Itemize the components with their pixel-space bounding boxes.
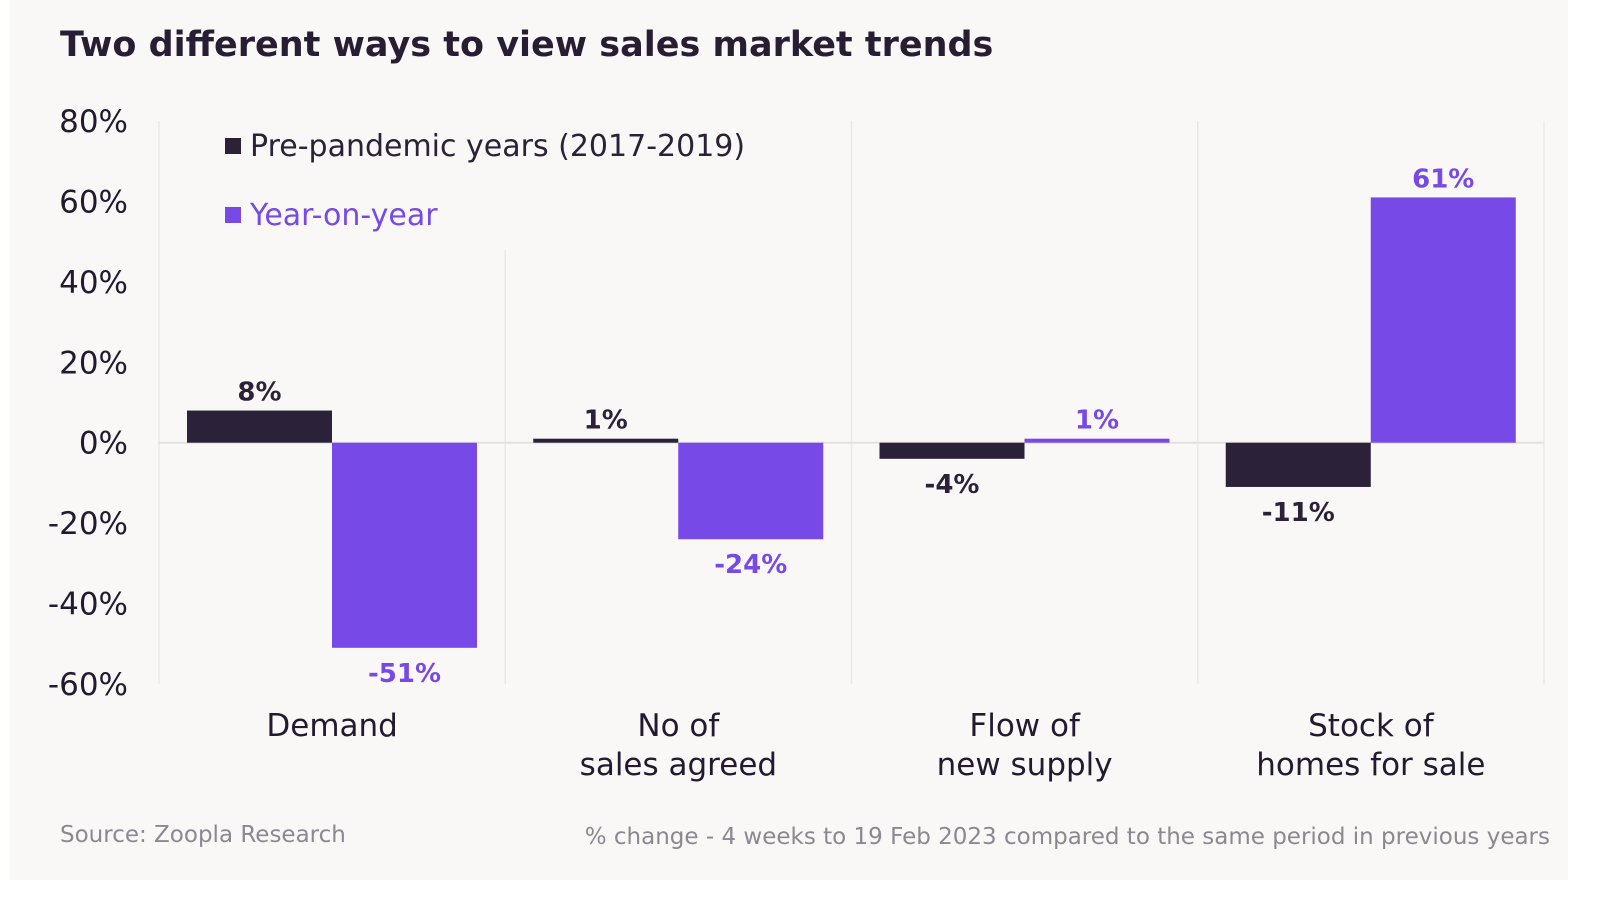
data-label: 1% <box>1075 406 1119 436</box>
y-tick-label: 80% <box>59 104 128 140</box>
y-tick-label: -20% <box>48 506 128 542</box>
y-tick-label: 20% <box>59 345 128 381</box>
bar <box>1024 438 1170 443</box>
data-label: -4% <box>925 470 980 500</box>
x-category-label: Stock of <box>1308 708 1435 744</box>
bar <box>187 410 332 443</box>
period-note: % change - 4 weeks to 19 Feb 2023 compar… <box>585 824 1550 850</box>
x-category-label: Flow of <box>969 708 1081 744</box>
data-label: 8% <box>237 378 281 408</box>
source-note: Source: Zoopla Research <box>60 822 346 848</box>
y-axis: 80% 60% 40% 20% 0% -20% -40% -60% <box>48 104 128 703</box>
data-label: 61% <box>1412 164 1474 194</box>
y-tick-label: 60% <box>59 184 128 220</box>
bar <box>533 438 679 443</box>
y-tick-label: 0% <box>79 426 128 462</box>
legend-label-year-on-year: Year-on-year <box>249 198 438 233</box>
bar <box>332 442 477 648</box>
data-label: -11% <box>1262 498 1335 528</box>
legend-swatch-pre-pandemic <box>225 138 241 154</box>
bars <box>187 197 1516 648</box>
legend-label-pre-pandemic: Pre-pandemic years (2017-2019) <box>250 129 745 164</box>
bar <box>879 442 1025 459</box>
x-category-label: new supply <box>937 747 1113 783</box>
y-tick-label: -40% <box>48 587 128 623</box>
bar <box>1370 197 1516 443</box>
x-category-label: sales agreed <box>580 747 777 783</box>
data-label: -24% <box>714 550 787 580</box>
bar <box>1225 442 1371 487</box>
bar <box>678 442 824 540</box>
chart-card: Two different ways to view sales market … <box>10 0 1568 880</box>
bar-chart: Two different ways to view sales market … <box>48 25 1550 850</box>
chart-title: Two different ways to view sales market … <box>60 25 993 65</box>
x-category-label: Demand <box>266 708 397 744</box>
y-tick-label: -60% <box>48 667 128 703</box>
data-label: -51% <box>368 659 441 689</box>
x-category-label: No of <box>637 708 720 744</box>
grid-lines <box>158 121 1545 684</box>
legend: Pre-pandemic years (2017-2019) Year-on-y… <box>225 129 745 233</box>
y-tick-label: 40% <box>59 265 128 301</box>
data-label: 1% <box>584 406 628 436</box>
x-category-label: homes for sale <box>1256 747 1485 783</box>
legend-swatch-year-on-year <box>225 207 241 223</box>
data-labels: 8% 1% -4% -11% -51% -24% 1% 61% <box>237 164 1474 688</box>
